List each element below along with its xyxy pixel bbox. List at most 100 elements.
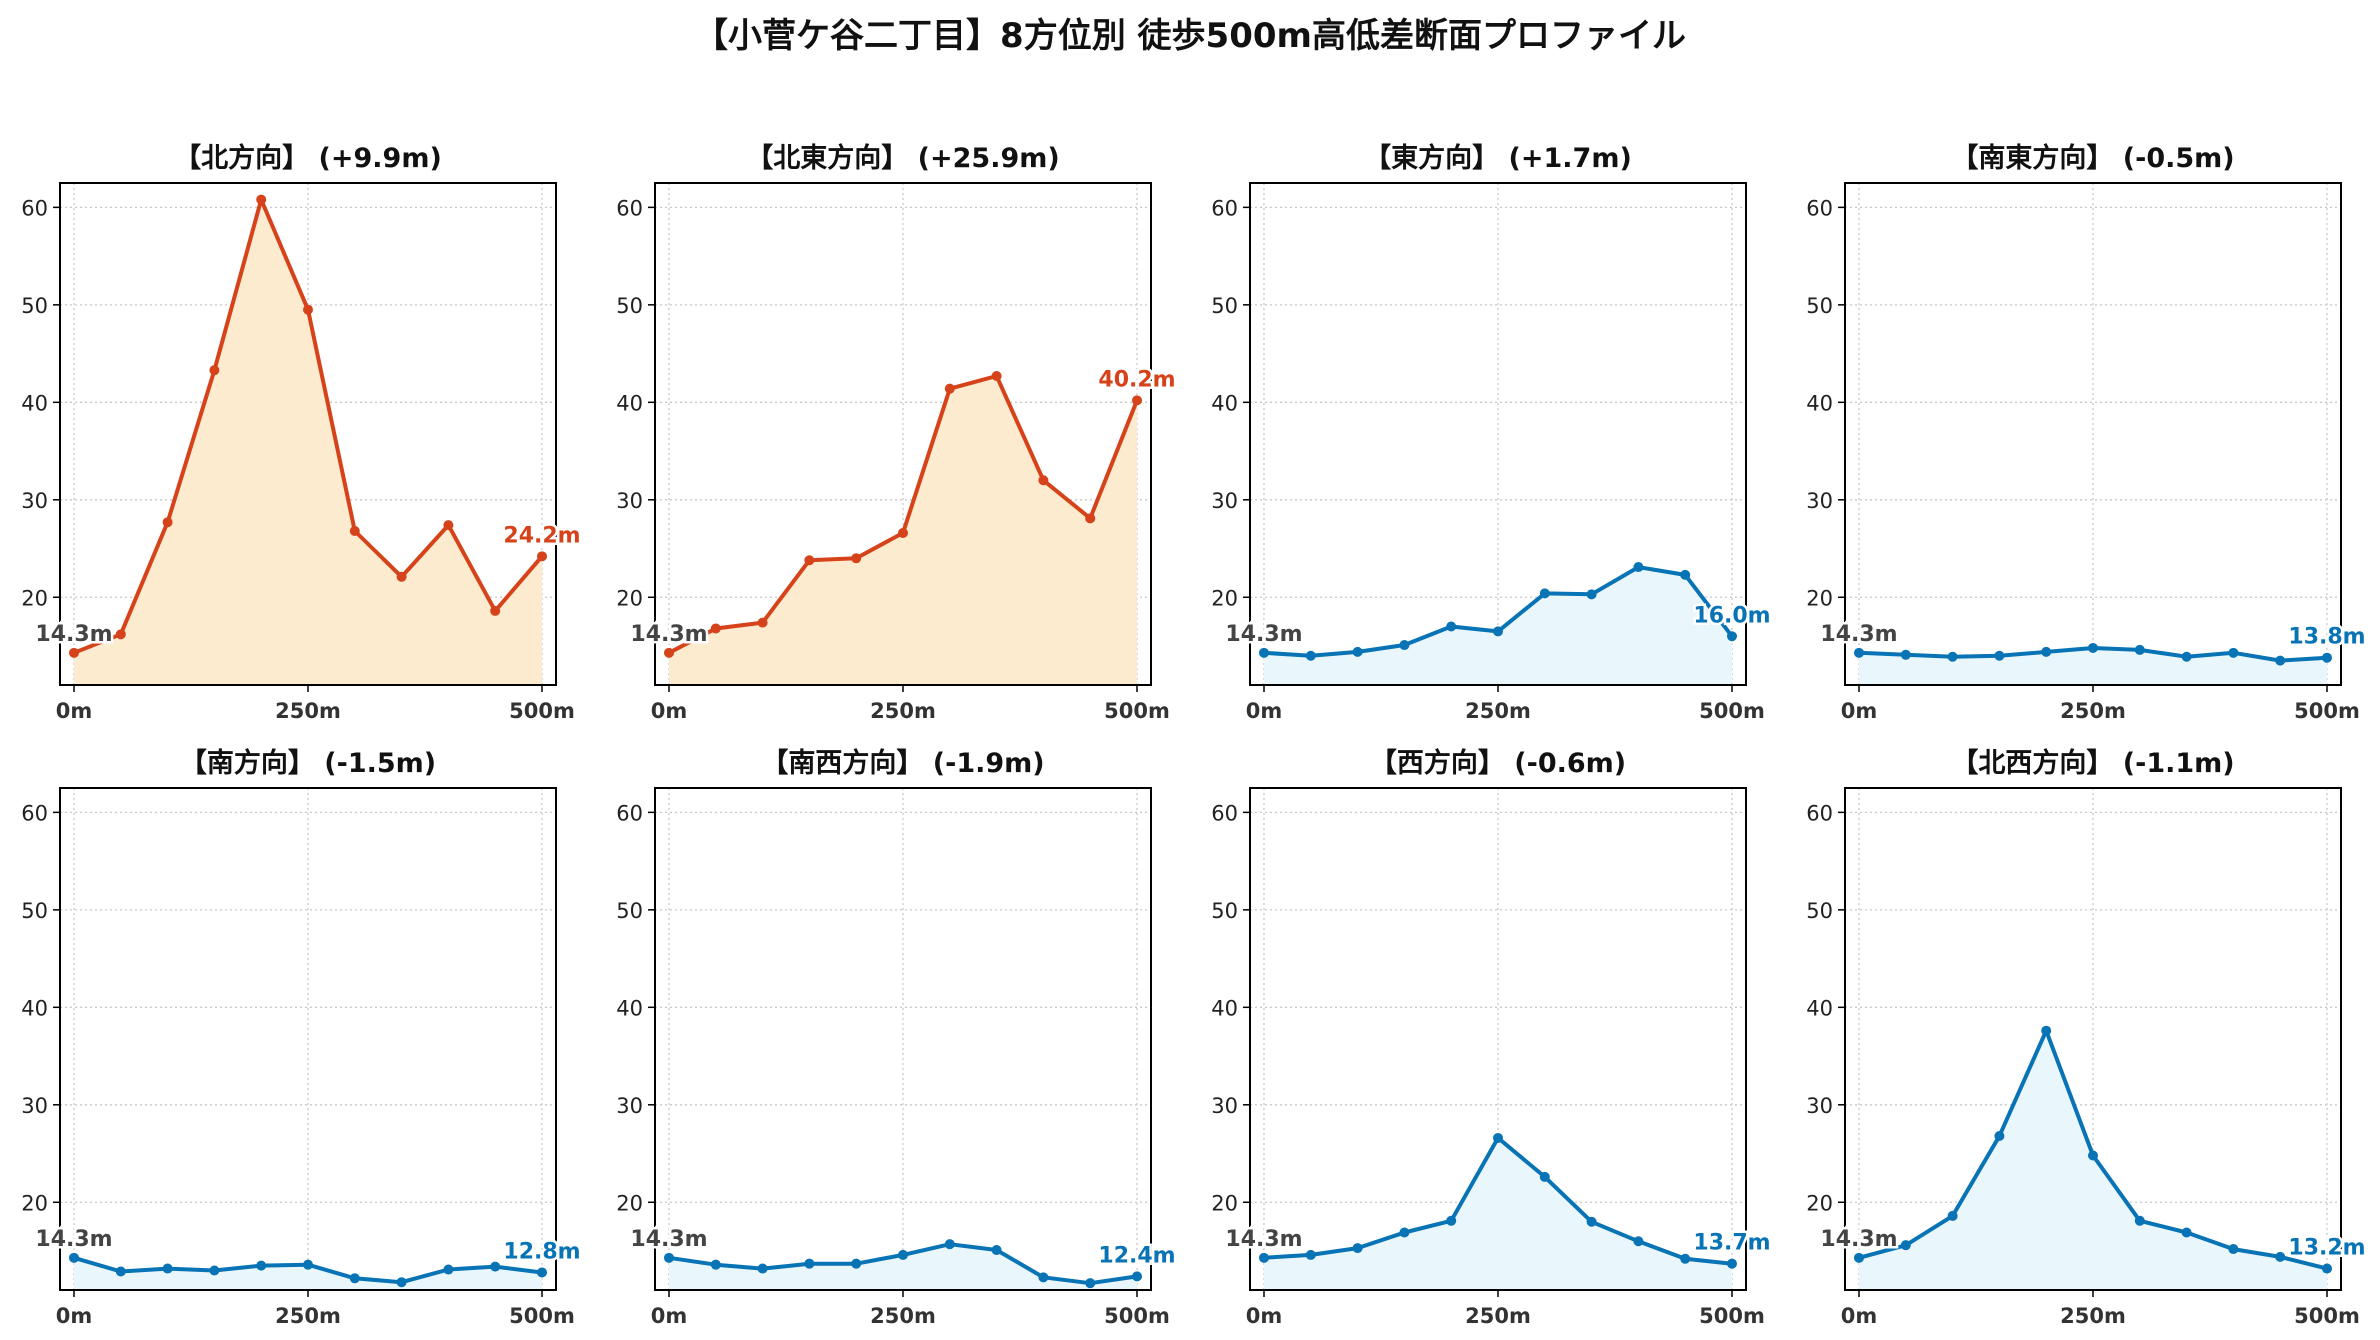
data-point: [209, 1265, 220, 1276]
data-point: [537, 1267, 547, 1278]
data-point: [490, 1261, 501, 1272]
y-tick-label: 30: [616, 489, 643, 513]
x-tick-label: 250m: [275, 699, 341, 723]
subplot-title: 【北東方向】 (+25.9m): [746, 142, 1059, 174]
data-point: [2181, 651, 2192, 662]
y-tick-label: 60: [21, 801, 48, 825]
x-tick-label: 0m: [1841, 1304, 1878, 1328]
data-point: [209, 365, 220, 376]
x-tick-label: 500m: [509, 1304, 575, 1328]
data-point: [162, 517, 173, 528]
data-point: [898, 1249, 908, 1260]
end-label: 24.2m: [503, 523, 580, 548]
subplot-1: 【北東方向】 (+25.9m) 20 30 40 50 60 0m 250m 500m 14.3m…: [616, 142, 1178, 723]
y-tick-label: 60: [1806, 801, 1833, 825]
y-tick-label: 40: [1806, 996, 1833, 1020]
data-point: [1680, 1253, 1691, 1264]
x-tick-label: 0m: [1246, 1304, 1283, 1328]
y-tick-label: 50: [21, 899, 48, 923]
data-point: [1038, 1272, 1049, 1283]
y-tick-label: 40: [1806, 391, 1833, 415]
subplot-5: 【南西方向】 (-1.9m) 20 30 40 50 60 0m 250m 500m 14.3m 1…: [616, 747, 1178, 1328]
data-point: [1493, 626, 1503, 637]
data-point: [1586, 589, 1597, 600]
data-point: [851, 553, 862, 564]
series-area: [669, 1244, 1137, 1290]
data-point: [349, 525, 360, 536]
y-tick-label: 50: [1211, 294, 1238, 318]
end-label: 13.8m: [2288, 625, 2365, 650]
x-tick-label: 250m: [870, 1304, 936, 1328]
data-point: [1399, 640, 1410, 651]
data-point: [944, 1239, 955, 1250]
x-tick-label: 250m: [870, 699, 936, 723]
y-tick-label: 50: [21, 294, 48, 318]
data-point: [1586, 1216, 1597, 1227]
start-label: 14.3m: [1820, 622, 1897, 647]
end-label: 13.7m: [1693, 1231, 1770, 1256]
data-point: [1994, 1130, 2005, 1141]
y-tick-label: 40: [21, 391, 48, 415]
data-point: [898, 527, 908, 538]
data-point: [443, 520, 454, 531]
data-point: [664, 647, 674, 658]
y-tick-label: 20: [1806, 1191, 1833, 1215]
data-point: [757, 1263, 768, 1274]
start-label: 14.3m: [630, 622, 707, 647]
series-area: [74, 1257, 542, 1290]
x-tick-label: 250m: [275, 1304, 341, 1328]
data-point: [1727, 1258, 1737, 1269]
subplot-title: 【南西方向】 (-1.9m): [761, 747, 1044, 779]
subplot-2: 【東方向】 (+1.7m) 20 30 40 50 60 0m 250m 500m 14.3m 16…: [1211, 142, 1773, 723]
y-tick-label: 20: [616, 586, 643, 610]
data-point: [851, 1258, 862, 1269]
x-tick-label: 0m: [1841, 699, 1878, 723]
y-tick-label: 40: [21, 996, 48, 1020]
data-point: [1399, 1227, 1410, 1238]
data-point: [1539, 588, 1550, 599]
y-tick-label: 40: [1211, 996, 1238, 1020]
y-tick-label: 30: [1211, 1094, 1238, 1118]
y-tick-label: 20: [21, 1191, 48, 1215]
y-tick-label: 20: [616, 1191, 643, 1215]
data-point: [115, 1266, 126, 1277]
y-tick-label: 50: [1806, 294, 1833, 318]
data-point: [1539, 1171, 1550, 1182]
end-label: 12.8m: [503, 1239, 580, 1264]
y-tick-label: 60: [1211, 801, 1238, 825]
x-tick-label: 250m: [1465, 1304, 1531, 1328]
y-tick-label: 60: [1211, 196, 1238, 220]
data-point: [1493, 1132, 1503, 1143]
y-tick-label: 30: [21, 489, 48, 513]
x-tick-label: 500m: [1104, 699, 1170, 723]
data-point: [303, 304, 313, 315]
data-point: [2134, 644, 2145, 655]
data-point: [1633, 1236, 1644, 1247]
series-area: [74, 199, 542, 685]
data-point: [1994, 650, 2005, 661]
data-point: [349, 1273, 360, 1284]
data-point: [396, 1277, 407, 1288]
x-tick-label: 500m: [2294, 1304, 2360, 1328]
y-tick-label: 30: [1806, 1094, 1833, 1118]
data-point: [944, 383, 955, 394]
x-tick-label: 250m: [2060, 699, 2126, 723]
start-label: 14.3m: [1225, 622, 1302, 647]
series-area: [1264, 1137, 1732, 1290]
data-point: [710, 1259, 721, 1270]
page-title: 【小菅ケ谷二丁目】8方位別 徒歩500m高低差断面プロファイル: [694, 16, 1686, 56]
x-tick-label: 250m: [2060, 1304, 2126, 1328]
y-tick-label: 60: [1806, 196, 1833, 220]
y-tick-label: 30: [1211, 489, 1238, 513]
data-point: [1446, 1215, 1457, 1226]
subplot-title: 【南方向】 (-1.5m): [180, 747, 436, 779]
data-point: [69, 1252, 79, 1263]
data-point: [2041, 1025, 2052, 1036]
data-point: [1947, 1210, 1958, 1221]
data-point: [303, 1259, 313, 1270]
series-area: [1264, 567, 1732, 685]
y-tick-label: 60: [616, 801, 643, 825]
start-label: 14.3m: [35, 1227, 112, 1252]
y-tick-label: 60: [21, 196, 48, 220]
end-label: 40.2m: [1098, 367, 1175, 392]
